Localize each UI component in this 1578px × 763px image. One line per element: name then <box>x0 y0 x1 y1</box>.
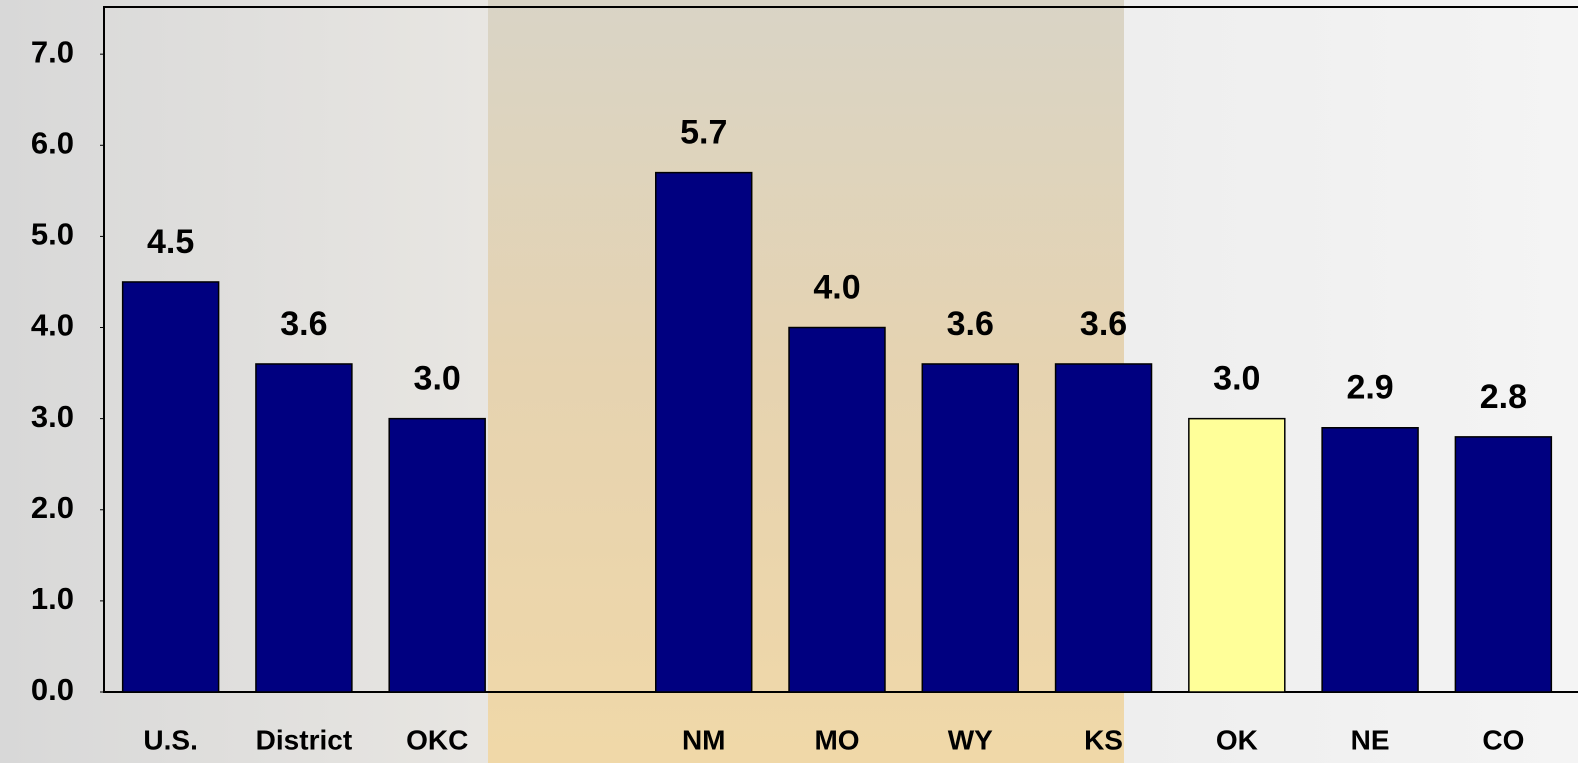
bar <box>1322 428 1418 692</box>
data-label: 3.6 <box>1080 305 1127 343</box>
y-tick-label: 4.0 <box>31 308 74 343</box>
y-tick-label: 6.0 <box>31 125 74 160</box>
x-tick-label: OK <box>1216 724 1258 755</box>
x-tick-label: OKC <box>406 724 468 755</box>
chart: 0.0 1.0 2.0 3.0 4.0 5.0 6.0 7.0 U.S. 4.5 District 3… <box>0 0 1578 763</box>
data-label: 3.0 <box>1213 360 1260 398</box>
data-label: 3.0 <box>414 360 461 398</box>
bar <box>256 364 352 692</box>
bar <box>1189 419 1285 692</box>
bar <box>389 419 485 692</box>
data-label: 3.6 <box>280 305 327 343</box>
data-label: 3.6 <box>947 305 994 343</box>
x-tick-label: NM <box>682 724 726 755</box>
data-label: 2.9 <box>1346 369 1393 407</box>
bar <box>1056 364 1152 692</box>
x-tick-label: District <box>256 724 352 755</box>
data-label: 5.7 <box>680 114 727 152</box>
y-tick-label: 0.0 <box>31 672 74 707</box>
bar <box>1455 437 1551 692</box>
bar <box>123 282 219 692</box>
data-label: 4.0 <box>813 269 860 307</box>
y-tick-label: 5.0 <box>31 217 74 252</box>
bar <box>789 328 885 692</box>
data-label: 4.5 <box>147 223 194 261</box>
bar <box>656 173 752 692</box>
x-tick-label: MO <box>814 724 859 755</box>
x-tick-label: U.S. <box>143 724 197 755</box>
x-tick-label: WY <box>948 724 993 755</box>
x-tick-label: NE <box>1351 724 1390 755</box>
data-label: 2.8 <box>1480 378 1527 416</box>
y-tick-label: 2.0 <box>31 490 74 525</box>
x-tick-label: KS <box>1084 724 1123 755</box>
x-tick-label: CO <box>1482 724 1524 755</box>
y-tick-label: 3.0 <box>31 399 74 434</box>
y-tick-label: 1.0 <box>31 581 74 616</box>
bar <box>922 364 1018 692</box>
y-tick-label: 7.0 <box>31 34 74 69</box>
